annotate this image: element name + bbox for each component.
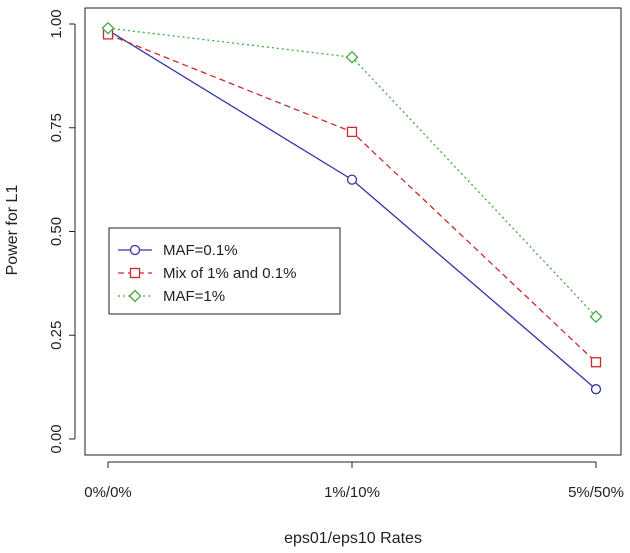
data-point <box>346 174 358 185</box>
series-layer <box>101 21 603 395</box>
y-tick-label: 0.50 <box>48 217 65 246</box>
series-group <box>102 29 602 368</box>
legend-marker <box>129 267 141 279</box>
y-tick-label: 0.00 <box>48 424 65 453</box>
data-point <box>101 21 115 35</box>
y-axis: 0.00 0.25 0.50 0.75 1.00 <box>48 9 76 454</box>
y-tick-label: 0.25 <box>48 321 65 350</box>
data-point <box>345 50 359 64</box>
legend-label: Mix of 1% and 0.1% <box>163 265 296 282</box>
legend-box <box>108 227 341 315</box>
y-tick-label: 0.75 <box>48 113 65 142</box>
data-point <box>346 126 358 138</box>
y-tick-label: 1.00 <box>48 9 65 38</box>
x-tick-label: 0%/0% <box>84 484 132 501</box>
x-axis-title: eps01/eps10 Rates <box>284 530 422 547</box>
legend-marker <box>128 289 142 303</box>
legend-label: MAF=1% <box>163 288 225 305</box>
y-axis-title: Power for L1 <box>4 185 21 276</box>
series-line <box>107 29 597 390</box>
legend-marker <box>129 244 141 256</box>
series-group <box>102 25 602 395</box>
x-axis: 0%/0% 1%/10% 5%/50% <box>84 461 624 501</box>
legend: MAF=0.1% Mix of 1% and 0.1% MAF=1% <box>108 227 341 315</box>
legend-label: MAF=0.1% <box>163 242 238 259</box>
x-tick-label: 1%/10% <box>324 484 380 501</box>
plot-frame <box>84 7 622 456</box>
x-tick-label: 5%/50% <box>568 484 624 501</box>
series-group <box>101 21 603 323</box>
data-point <box>590 357 602 368</box>
data-point <box>589 310 603 323</box>
data-point <box>590 384 602 395</box>
